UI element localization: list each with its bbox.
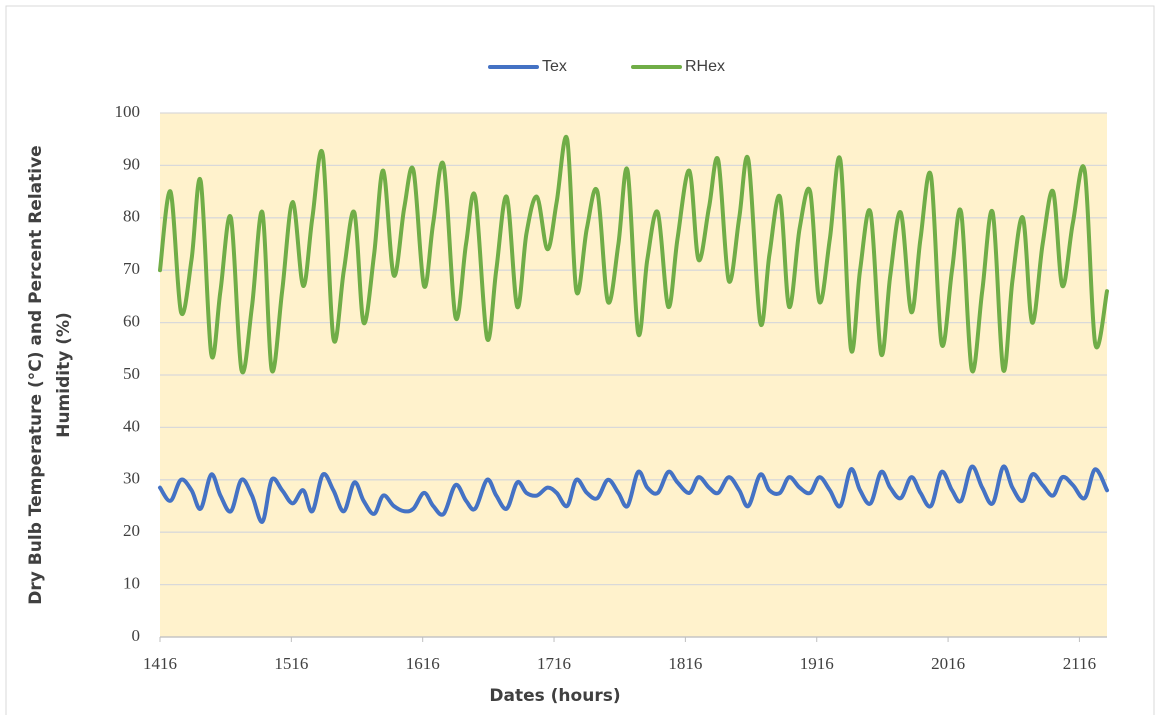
x-tick-label: 1816: [668, 654, 702, 673]
x-tick-label: 1416: [143, 654, 177, 673]
series-line: [158, 464, 1109, 524]
x-tick-label: 1916: [800, 654, 834, 673]
legend-label: Tex: [542, 58, 567, 75]
y-tick-label: 70: [123, 259, 140, 278]
y-tick-label: 20: [123, 521, 140, 540]
x-tick-label: 2016: [931, 654, 965, 673]
x-tick-label: 1616: [406, 654, 440, 673]
y-tick-label: 0: [132, 626, 141, 645]
y-tick-label: 100: [115, 102, 141, 121]
y-tick-label: 50: [123, 364, 140, 383]
y-tick-label: 40: [123, 416, 140, 435]
series-line: [158, 134, 1109, 375]
y-axis-title: Dry Bulb Temperature (°C) and Percent Re…: [26, 145, 46, 604]
y-tick-label: 80: [123, 207, 140, 226]
y-tick-label: 60: [123, 312, 140, 331]
y-tick-label: 90: [123, 154, 140, 173]
x-tick-label: 2116: [1063, 654, 1096, 673]
y-axis-title: Humidity (%): [54, 312, 74, 438]
x-tick-label: 1516: [274, 654, 308, 673]
y-tick-label: 30: [123, 469, 140, 488]
legend-label: RHex: [685, 58, 725, 75]
x-axis-title: Dates (hours): [489, 686, 620, 706]
y-tick-label: 10: [123, 574, 140, 593]
x-tick-label: 1716: [537, 654, 571, 673]
